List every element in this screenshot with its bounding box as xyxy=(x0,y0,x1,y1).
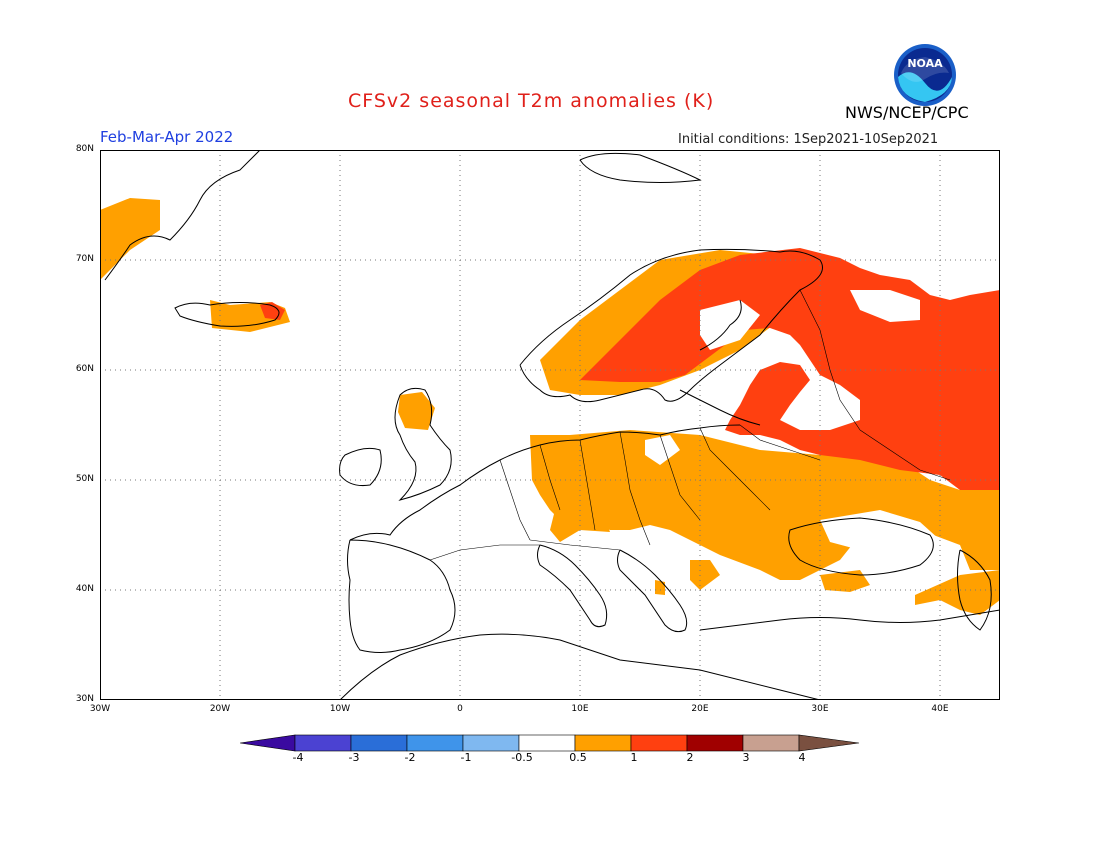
lat-label-60n: 60N xyxy=(75,364,94,374)
lon-label-20w: 20W xyxy=(209,704,231,714)
colorbar-segment xyxy=(742,734,800,752)
chart-title: CFSv2 seasonal T2m anomalies (K) xyxy=(348,90,715,112)
colorbar-segment xyxy=(350,734,408,752)
colorbar-segment xyxy=(406,734,464,752)
colorbar-label: 2 xyxy=(686,751,694,764)
colorbar-segment xyxy=(294,734,352,752)
lon-label-30w: 30W xyxy=(89,704,111,714)
lat-label-40n: 40N xyxy=(75,584,94,594)
colorbar-label: 3 xyxy=(742,751,750,764)
logo-text: NOAA xyxy=(907,57,943,70)
colorbar-segment xyxy=(462,734,520,752)
colorbar-label: 4 xyxy=(798,751,806,764)
colorbar-segment xyxy=(630,734,688,752)
noaa-logo: NOAA xyxy=(894,44,956,106)
country-borders xyxy=(429,289,951,561)
colorbar-arrow-high xyxy=(798,734,860,752)
colorbar-segment xyxy=(518,734,576,752)
initial-conditions-label: Initial conditions: 1Sep2021-10Sep2021 xyxy=(678,132,939,147)
grid-lines xyxy=(100,150,1000,700)
colorbar-label: -3 xyxy=(348,751,360,764)
colorbar-label: -2 xyxy=(404,751,416,764)
lon-label-0: 0 xyxy=(457,704,463,714)
colorbar-label: 0.5 xyxy=(569,751,587,764)
lon-label-10w: 10W xyxy=(329,704,351,714)
lat-label-80n: 80N xyxy=(75,144,94,154)
lon-label-10e: 10E xyxy=(571,704,589,714)
colorbar-label: -0.5 xyxy=(511,751,533,764)
colorbar-arrow-low xyxy=(240,734,296,752)
lon-label-40e: 40E xyxy=(931,704,949,714)
period-label: Feb-Mar-Apr 2022 xyxy=(100,128,234,146)
lon-label-20e: 20E xyxy=(691,704,709,714)
colorbar-segment xyxy=(574,734,632,752)
agency-label: NWS/NCEP/CPC xyxy=(845,103,969,122)
lat-label-70n: 70N xyxy=(75,254,94,264)
lat-label-50n: 50N xyxy=(75,474,94,484)
anomaly-map xyxy=(100,150,1000,700)
colorbar xyxy=(240,734,860,752)
lon-label-30e: 30E xyxy=(811,704,829,714)
colorbar-label: 1 xyxy=(630,751,638,764)
colorbar-label: -1 xyxy=(460,751,472,764)
colorbar-segment xyxy=(686,734,744,752)
colorbar-label: -4 xyxy=(292,751,304,764)
lat-label-30n: 30N xyxy=(75,694,94,704)
